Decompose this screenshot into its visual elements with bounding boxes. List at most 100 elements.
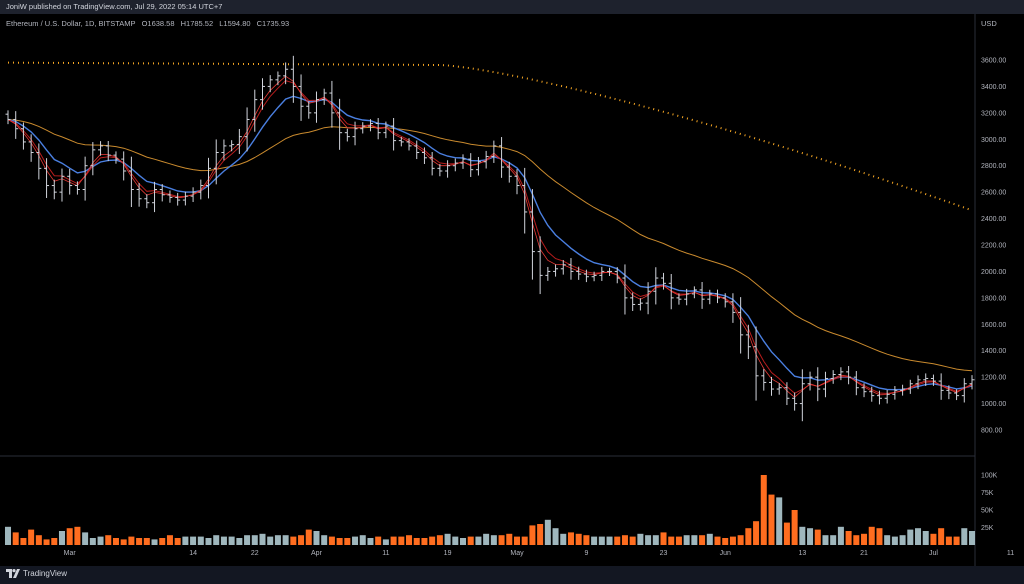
volume-bar [915, 528, 921, 545]
volume-bar [776, 497, 782, 545]
ohlc-bar [183, 192, 188, 206]
volume-bar [969, 531, 975, 545]
volume-bar [753, 521, 759, 545]
ohlc-bar [345, 129, 350, 142]
volume-bar [822, 535, 828, 545]
volume-bar [714, 537, 720, 545]
volume-bar [591, 537, 597, 545]
volume-bar [468, 537, 474, 545]
price-tick-label: 2800.00 [981, 163, 1006, 170]
ohlc-bar [206, 158, 211, 199]
ohlc-bar [306, 101, 311, 118]
ohlc-bar [823, 372, 828, 397]
volume-bar [144, 538, 150, 545]
ohlc-bar [730, 293, 735, 323]
ohlc-low: L1594.80 [219, 19, 250, 28]
volume-bar [20, 538, 26, 545]
volume-bar [152, 539, 158, 545]
volume-bar [28, 530, 34, 545]
ohlc-bar [221, 139, 226, 160]
volume-bar [445, 534, 451, 545]
ohlc-bar [754, 326, 759, 400]
volume-bar [98, 537, 104, 545]
volume-bar [846, 531, 852, 545]
ohlc-bar [461, 154, 466, 169]
volume-tick-label: 50K [981, 508, 994, 515]
time-tick-label: Jun [720, 550, 731, 557]
price-tick-label: 3000.00 [981, 137, 1006, 144]
time-tick-label: Jul [929, 550, 938, 557]
volume-bar [337, 538, 343, 545]
tradingview-logo[interactable]: TradingView [6, 569, 67, 578]
ohlc-bar [445, 160, 450, 177]
ohlc-bar [607, 268, 612, 276]
volume-bar [529, 525, 535, 545]
symbol-legend: Ethereum / U.S. Dollar, 1D, BITSTAMP O16… [6, 19, 293, 28]
ohlc-bar [499, 137, 504, 178]
footer-bar [0, 566, 1024, 584]
volume-bar [576, 534, 582, 545]
volume-bar [522, 537, 528, 545]
ohlc-bar [322, 89, 327, 105]
volume-bar [313, 531, 319, 545]
ohlc-bar [707, 290, 712, 304]
ohlc-bar [576, 267, 581, 280]
ohlc-bar [838, 367, 843, 380]
volume-bar [113, 538, 119, 545]
volume-bar [923, 531, 929, 545]
volume-bar [391, 537, 397, 545]
volume-bar [668, 537, 674, 545]
ohlc-bar [399, 137, 404, 146]
time-tick-label: 23 [660, 550, 668, 557]
volume-bar [537, 524, 543, 545]
volume-bar [568, 532, 574, 545]
price-tick-label: 1000.00 [981, 401, 1006, 408]
ma-200-dotted-line [8, 63, 972, 211]
ohlc-bar [137, 183, 142, 207]
volume-bar [738, 535, 744, 545]
ohlc-bar [291, 56, 296, 103]
ohlc-bar [6, 110, 11, 124]
tradingview-logo-icon [6, 569, 20, 578]
volume-bar [421, 538, 427, 545]
volume-bar [244, 535, 250, 545]
volume-bar [499, 535, 505, 545]
ohlc-bar [152, 182, 157, 212]
volume-bar [684, 535, 690, 545]
time-tick-label: 9 [584, 550, 588, 557]
volume-bar [676, 537, 682, 545]
volume-tick-label: 100K [981, 473, 998, 480]
volume-bar [938, 528, 944, 545]
ohlc-bar [391, 118, 396, 150]
volume-bar [198, 537, 204, 545]
volume-bar [630, 537, 636, 545]
volume-bar [182, 537, 188, 545]
volume-bar [175, 538, 181, 545]
ohlc-bar [245, 107, 250, 151]
volume-bar [44, 539, 50, 545]
symbol-name: Ethereum / U.S. Dollar, 1D, BITSTAMP [6, 19, 135, 28]
volume-bar [344, 538, 350, 545]
ohlc-bar [808, 372, 813, 391]
ohlc-bar [59, 169, 64, 202]
volume-bar [545, 520, 551, 545]
volume-bar [946, 537, 952, 545]
ohlc-bar [337, 99, 342, 150]
price-volume-chart[interactable]: 3600.00 3400.00 3200.00 3000.00 2800.00 2600.… [0, 0, 1024, 566]
volume-bar [321, 535, 327, 545]
volume-bar [190, 537, 196, 545]
volume-bar [13, 532, 19, 545]
ohlc-high: H1785.52 [181, 19, 214, 28]
volume-bar [699, 535, 705, 545]
volume-bar [290, 537, 296, 545]
price-tick-label: 1400.00 [981, 348, 1006, 355]
time-tick-label: 13 [798, 550, 806, 557]
volume-bar [90, 538, 96, 545]
volume-bar [375, 537, 381, 545]
price-tick-label: 1800.00 [981, 295, 1006, 302]
volume-bar [36, 535, 42, 545]
ohlc-bar [414, 141, 419, 160]
price-tick-label: 3200.00 [981, 110, 1006, 117]
volume-bar [159, 538, 165, 545]
price-tick-label: 3600.00 [981, 58, 1006, 65]
